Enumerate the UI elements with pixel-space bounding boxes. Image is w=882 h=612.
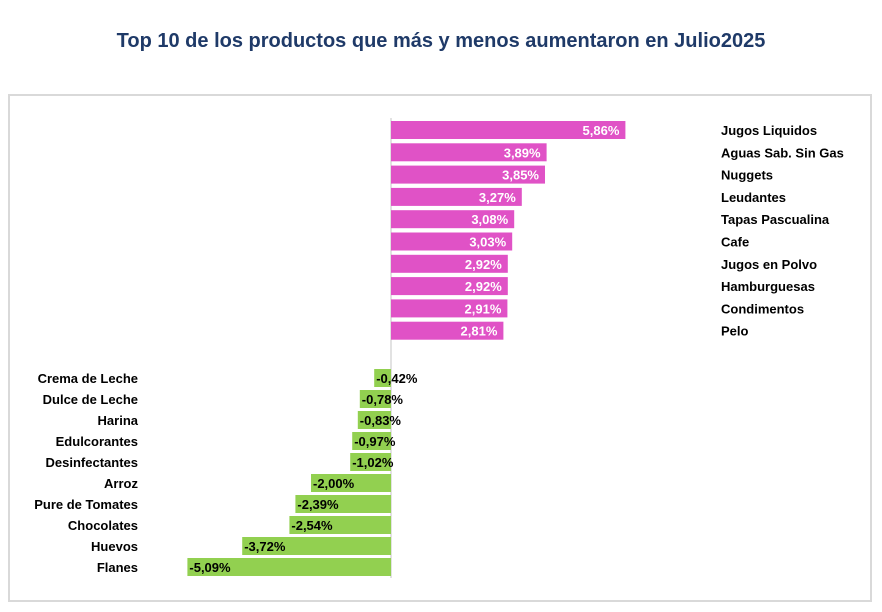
bar-negative — [357, 411, 391, 429]
bar-negative — [187, 558, 391, 576]
bar-positive — [391, 121, 626, 139]
bar-negative — [295, 495, 391, 513]
data-label: 2,91% — [465, 301, 502, 316]
data-label: -0,83% — [360, 413, 402, 428]
chart-title: Top 10 de los productos que más y menos … — [116, 30, 766, 52]
data-label: -0,42% — [376, 371, 418, 386]
data-label: 5,86% — [583, 123, 620, 138]
bar-positive — [391, 299, 508, 318]
data-label: -5,09% — [189, 560, 231, 575]
bar-negative — [242, 537, 391, 555]
category-label: Flanes — [97, 560, 138, 575]
bar-positive — [391, 165, 545, 184]
data-label: -3,72% — [244, 539, 286, 554]
bar-negative — [359, 390, 391, 408]
bar-positive — [391, 254, 508, 273]
bar-positive — [391, 277, 508, 296]
data-label: 3,27% — [479, 190, 516, 205]
data-label: -0,97% — [354, 434, 396, 449]
category-label: Pure de Tomates — [34, 497, 138, 512]
bar-positive — [391, 210, 515, 229]
bar-positive — [391, 232, 513, 251]
data-label: 3,89% — [504, 145, 541, 160]
data-label: -0,78% — [362, 392, 404, 407]
bar-negative — [311, 474, 391, 492]
data-label: 3,03% — [469, 235, 506, 250]
data-label: 2,81% — [461, 324, 498, 339]
category-label: Hamburguesas — [721, 279, 815, 294]
category-label: Dulce de Leche — [43, 392, 138, 407]
data-label: 3,08% — [471, 212, 508, 227]
category-label: Desinfectantes — [46, 455, 138, 470]
bar-positive — [391, 321, 504, 340]
data-label: 3,85% — [502, 168, 539, 183]
bar-negative — [374, 369, 391, 387]
data-label: -2,39% — [297, 497, 339, 512]
data-label: -2,54% — [291, 518, 333, 533]
category-label: Aguas Sab. Sin Gas — [721, 145, 844, 160]
category-label: Condimentos — [721, 301, 804, 316]
data-label: -1,02% — [352, 455, 394, 470]
category-label: Jugos en Polvo — [721, 257, 817, 272]
category-label: Harina — [98, 413, 139, 428]
bar-positive — [391, 187, 522, 206]
data-label: 2,92% — [465, 279, 502, 294]
category-label: Arroz — [104, 476, 138, 491]
category-label: Crema de Leche — [38, 371, 138, 386]
data-label: 2,92% — [465, 257, 502, 272]
category-label: Edulcorantes — [56, 434, 138, 449]
category-label: Huevos — [91, 539, 138, 554]
category-label: Nuggets — [721, 168, 773, 183]
category-label: Leudantes — [721, 190, 786, 205]
category-label: Pelo — [721, 324, 749, 339]
category-label: Cafe — [721, 235, 749, 250]
bar-negative — [352, 432, 391, 450]
bar-negative — [350, 453, 391, 471]
category-label: Tapas Pascualina — [721, 212, 830, 227]
data-label: -2,00% — [313, 476, 355, 491]
bar-negative — [289, 516, 391, 534]
category-label: Chocolates — [68, 518, 138, 533]
bar-positive — [391, 143, 547, 162]
chart-frame — [8, 94, 872, 602]
category-label: Jugos Liquidos — [721, 123, 817, 138]
